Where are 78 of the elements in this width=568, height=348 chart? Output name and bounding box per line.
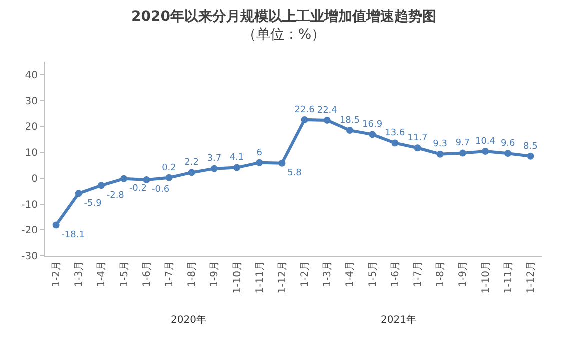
data-label: 2.2 <box>184 158 200 168</box>
data-label: 22.6 <box>294 105 316 116</box>
x-tick-label: 1-4月 <box>96 261 108 288</box>
x-tick-label: 1-8月 <box>436 261 447 288</box>
y-tick-label: -10 <box>22 200 38 211</box>
x-tick-label: 1-3月 <box>74 261 86 288</box>
chart-subtitle: （单位：%） <box>242 27 326 44</box>
point <box>482 148 490 155</box>
data-label: 0.2 <box>162 163 176 174</box>
data-label: 18.5 <box>340 116 360 126</box>
x-tick-label: 1-10月 <box>480 261 492 294</box>
data-label: 6 <box>256 148 263 158</box>
data-label: 9.7 <box>456 138 470 149</box>
point <box>278 160 286 167</box>
x-tick-label: 1-2月 <box>52 261 63 288</box>
y-tick-label: -20 <box>22 226 38 237</box>
point <box>143 176 150 184</box>
data-label: 4.1 <box>230 153 244 164</box>
x-tick-label: 1-7月 <box>164 261 176 288</box>
point <box>392 140 399 147</box>
data-label: -5.9 <box>84 198 102 209</box>
data-label: -0.2 <box>129 184 148 194</box>
y-tick-label: -30 <box>22 252 38 262</box>
point <box>52 222 60 229</box>
data-label: 22.4 <box>317 106 338 116</box>
x-tick-label: 1-12月 <box>526 261 537 294</box>
x-tick-label: 1-11月 <box>254 261 266 294</box>
point <box>75 190 82 198</box>
y-tick-label: 30 <box>25 96 38 108</box>
x-tick-label: 1-10月 <box>232 261 244 294</box>
point <box>98 182 105 190</box>
y-tick-label: 0 <box>32 174 38 185</box>
point <box>166 174 173 182</box>
x-tick-label: 1-11月 <box>503 261 514 294</box>
text: 2020年 <box>171 314 206 326</box>
y-tick-label: 20 <box>25 122 38 134</box>
data-label: 8.5 <box>524 142 538 152</box>
point <box>504 150 512 158</box>
x-tick-label: 1-12月 <box>277 261 288 294</box>
point <box>369 131 376 138</box>
point <box>188 169 196 176</box>
chart-title: 2020年以来分月规模以上工业增加值增速趋势图 <box>132 8 436 25</box>
point <box>324 116 331 124</box>
data-label: 3.7 <box>207 154 222 164</box>
point <box>120 175 128 182</box>
data-label: -2.8 <box>106 190 125 201</box>
point <box>301 116 308 124</box>
x-tick-label: 1-6月 <box>390 261 402 288</box>
point <box>256 159 264 166</box>
x-tick-label: 1-6月 <box>142 261 153 288</box>
x-tick-label: 1-4月 <box>345 261 356 288</box>
x-tick-label: 1-5月 <box>368 261 379 288</box>
x-tick-label: 1-2月 <box>300 261 312 288</box>
y-tick-label: 40 <box>25 70 38 82</box>
data-label: -18.1 <box>62 230 85 240</box>
data-label: 9.3 <box>433 140 448 150</box>
x-tick-label: 1-8月 <box>187 261 198 288</box>
x-tick-label: 1-3月 <box>322 261 334 288</box>
point <box>459 150 466 157</box>
data-label: 9.6 <box>500 138 516 149</box>
point <box>414 144 422 152</box>
point <box>210 165 218 172</box>
point <box>527 152 534 160</box>
x-tick-label: 1-5月 <box>119 261 130 288</box>
point <box>436 150 444 158</box>
point <box>346 127 354 134</box>
y-tick-label: 10 <box>25 148 38 160</box>
x-tick-label: 1-9月 <box>210 261 221 288</box>
text: 2021年 <box>381 314 416 326</box>
x-tick-label: 1-7月 <box>413 261 424 288</box>
data-label: 11.7 <box>408 134 428 144</box>
data-label: 10.4 <box>475 136 496 147</box>
point <box>234 164 241 172</box>
x-tick-label: 1-9月 <box>458 261 470 288</box>
data-label: 5.8 <box>288 168 302 179</box>
data-label: 16.9 <box>362 120 383 130</box>
data-label: 13.6 <box>385 128 406 139</box>
data-label: -0.6 <box>152 185 170 196</box>
